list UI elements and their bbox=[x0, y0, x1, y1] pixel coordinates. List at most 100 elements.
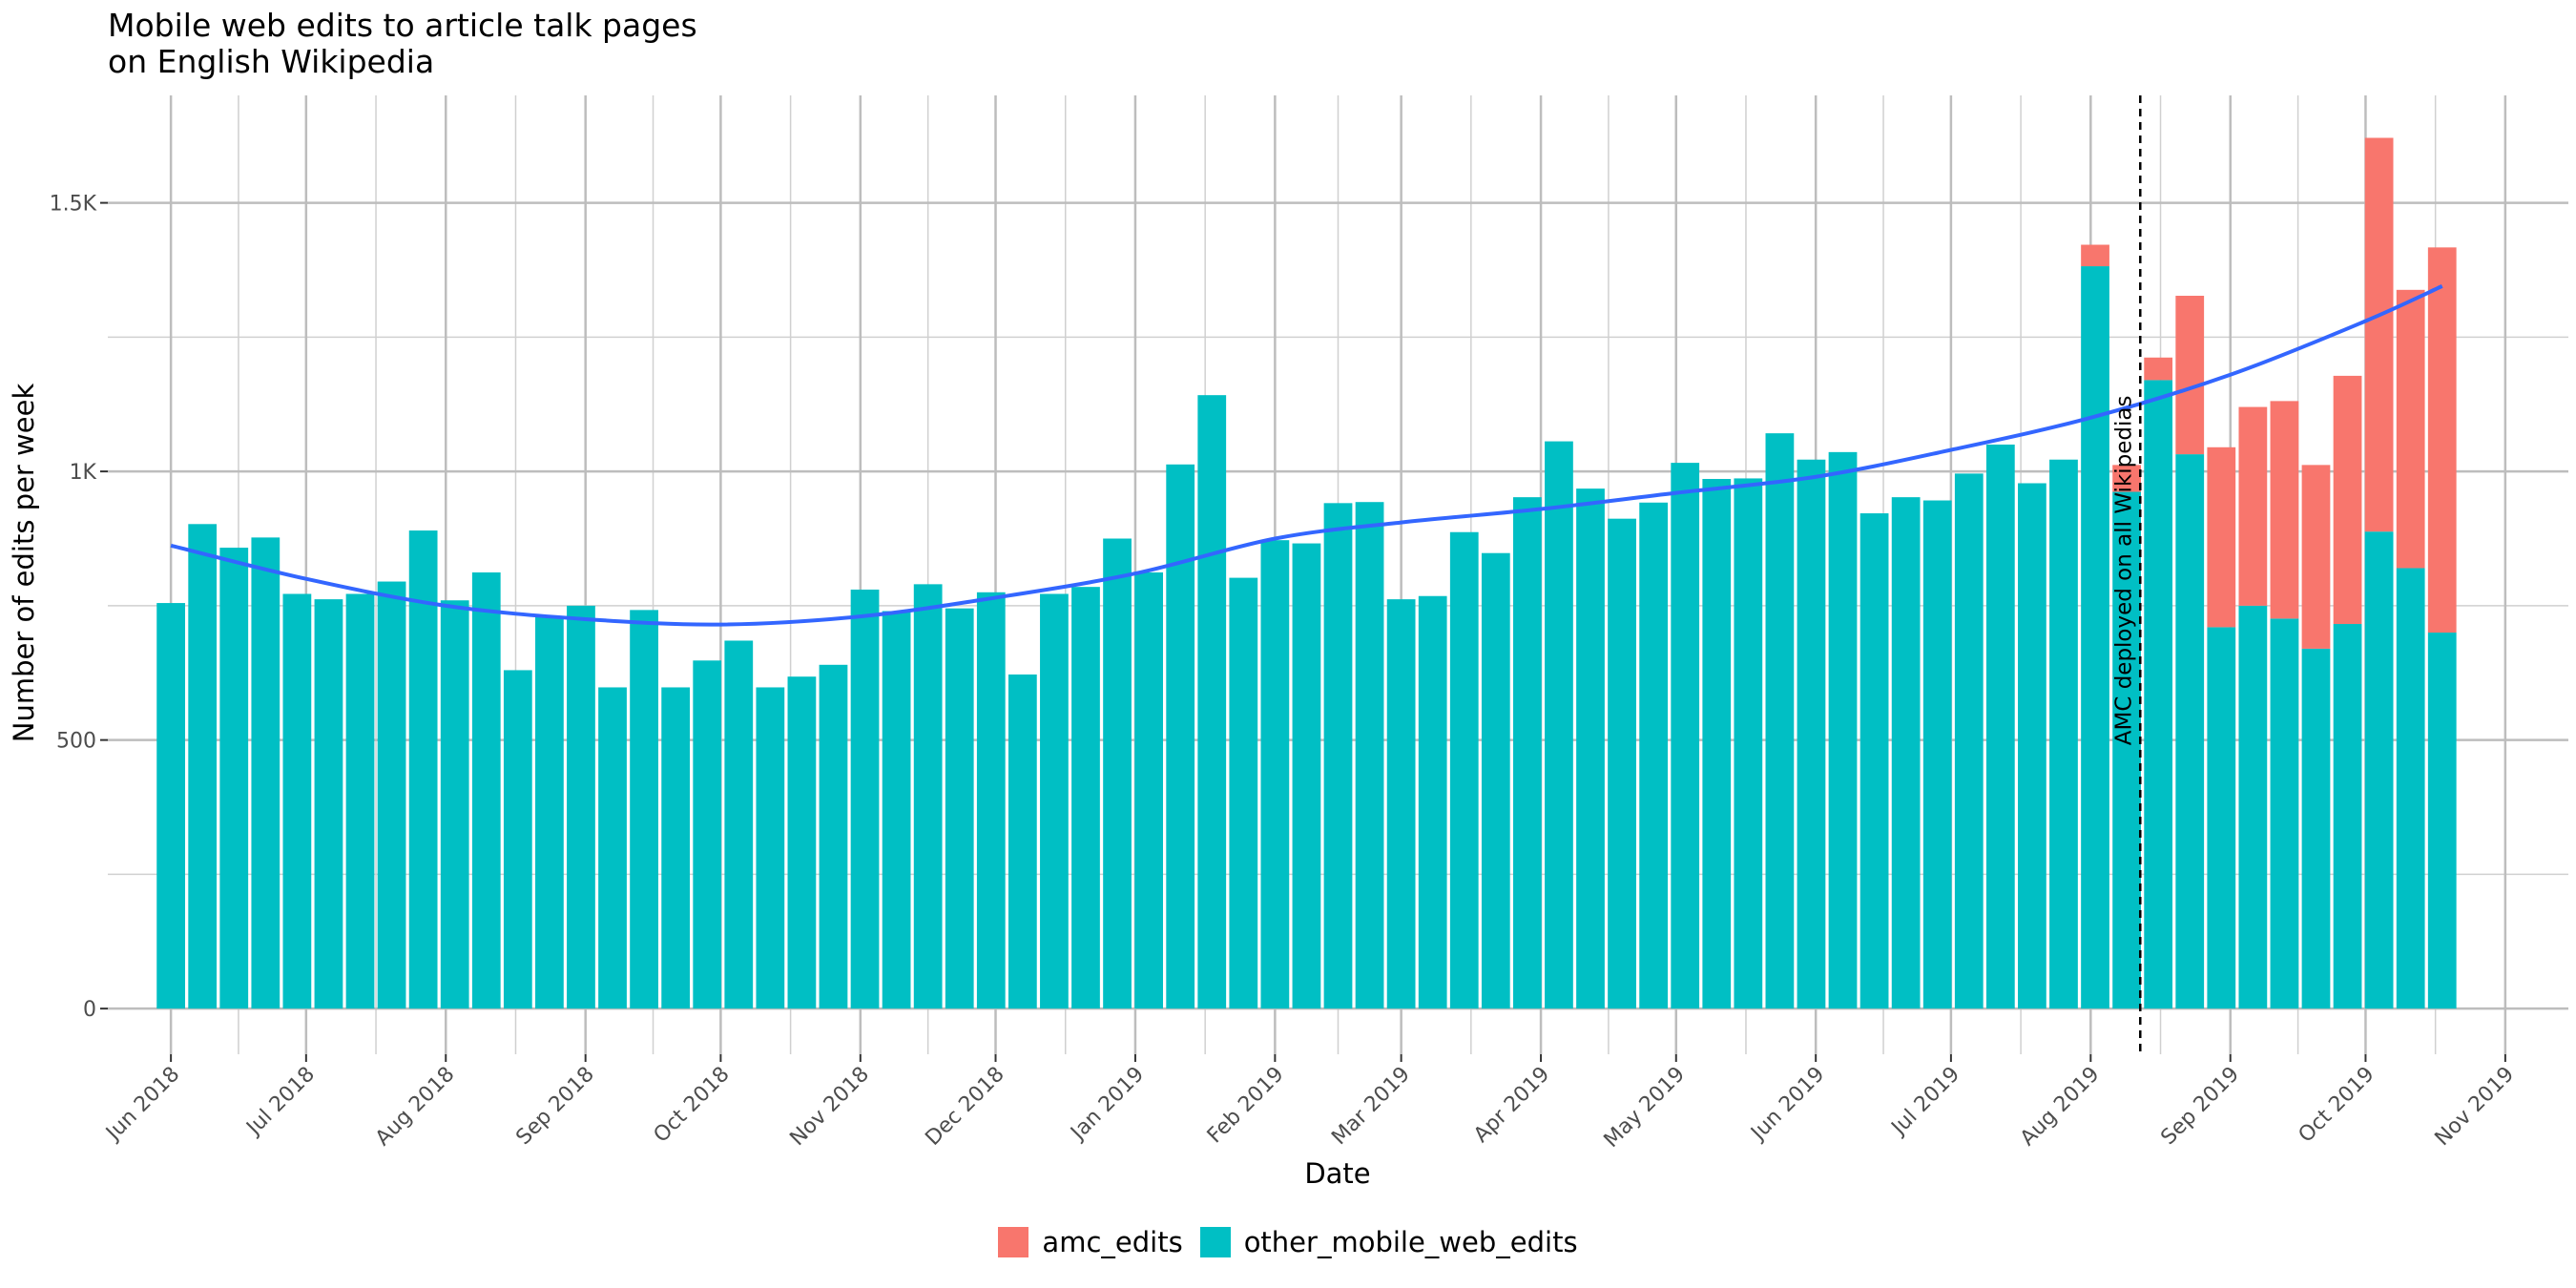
bar-other-mobile-web-edits bbox=[1891, 497, 1921, 1009]
x-tick-label: Jan 2019 bbox=[1066, 1063, 1150, 1147]
bar-other-mobile-web-edits bbox=[1765, 433, 1795, 1009]
bar-other-mobile-web-edits bbox=[1197, 395, 1227, 1009]
x-tick-label: Oct 2019 bbox=[2295, 1063, 2379, 1148]
bar-other-mobile-web-edits bbox=[976, 592, 1006, 1009]
bar-other-mobile-web-edits bbox=[219, 548, 249, 1009]
bar-other-mobile-web-edits bbox=[535, 616, 564, 1009]
bar-amc-edits bbox=[2081, 244, 2109, 267]
bar-other-mobile-web-edits bbox=[1608, 518, 1636, 1009]
x-tick-label: May 2019 bbox=[1600, 1063, 1690, 1153]
x-axis-label: Date bbox=[1304, 1157, 1370, 1190]
bar-other-mobile-web-edits bbox=[2301, 648, 2331, 1009]
legend-item-amc: amc_edits bbox=[998, 1226, 1183, 1258]
bar-other-mobile-web-edits bbox=[251, 537, 280, 1009]
y-tick-label: 500 bbox=[56, 730, 96, 754]
bar-other-mobile-web-edits bbox=[2207, 627, 2236, 1009]
x-tick-label: Aug 2019 bbox=[2016, 1063, 2105, 1152]
annotation-group: AMC deployed on all Wikipedias bbox=[2111, 95, 2142, 1054]
bar-other-mobile-web-edits bbox=[1859, 513, 1889, 1009]
x-tick-label: Feb 2019 bbox=[1203, 1063, 1289, 1149]
bar-other-mobile-web-edits bbox=[471, 571, 501, 1009]
bar-other-mobile-web-edits bbox=[1134, 571, 1163, 1009]
bar-other-mobile-web-edits bbox=[1954, 473, 1984, 1009]
bar-other-mobile-web-edits bbox=[1545, 441, 1573, 1009]
bar-other-mobile-web-edits bbox=[1797, 459, 1826, 1009]
bar-amc-edits bbox=[2144, 357, 2173, 381]
bar-other-mobile-web-edits bbox=[913, 584, 943, 1009]
bar-other-mobile-web-edits bbox=[693, 660, 722, 1009]
bar-other-mobile-web-edits bbox=[314, 599, 343, 1009]
bar-other-mobile-web-edits bbox=[1828, 451, 1858, 1009]
bar-other-mobile-web-edits bbox=[2049, 459, 2078, 1009]
bar-other-mobile-web-edits bbox=[1734, 478, 1763, 1009]
bar-other-mobile-web-edits bbox=[503, 670, 532, 1009]
bar-other-mobile-web-edits bbox=[2175, 454, 2205, 1009]
bar-other-mobile-web-edits bbox=[598, 687, 627, 1009]
bar-other-mobile-web-edits bbox=[377, 581, 406, 1009]
x-tick-label: Jul 2019 bbox=[1886, 1063, 1964, 1141]
bar-other-mobile-web-edits bbox=[156, 603, 186, 1009]
bar-other-mobile-web-edits bbox=[1449, 531, 1479, 1009]
bar-other-mobile-web-edits bbox=[2018, 483, 2046, 1009]
bar-other-mobile-web-edits bbox=[2270, 618, 2299, 1009]
bar-amc-edits bbox=[2112, 465, 2141, 492]
bar-other-mobile-web-edits bbox=[850, 589, 880, 1009]
bar-other-mobile-web-edits bbox=[1418, 595, 1447, 1009]
x-tick-label: Sep 2019 bbox=[2156, 1063, 2244, 1151]
bar-other-mobile-web-edits bbox=[882, 611, 911, 1009]
trend-line bbox=[170, 284, 2443, 627]
bar-other-mobile-web-edits bbox=[1386, 599, 1416, 1009]
bar-other-mobile-web-edits bbox=[1103, 538, 1132, 1009]
bar-other-mobile-web-edits bbox=[1292, 543, 1321, 1009]
trend-line-group bbox=[170, 284, 2443, 627]
bar-amc-edits bbox=[2207, 447, 2236, 628]
y-axis-label: Number of edits per week bbox=[8, 384, 40, 743]
bar-amc-edits bbox=[2175, 296, 2205, 455]
bar-amc-edits bbox=[2333, 375, 2362, 625]
bar-other-mobile-web-edits bbox=[567, 605, 595, 1009]
bar-amc-edits bbox=[2270, 401, 2299, 619]
bar-other-mobile-web-edits bbox=[440, 600, 469, 1009]
y-tick-label: 1K bbox=[70, 461, 97, 485]
bar-other-mobile-web-edits bbox=[1985, 444, 2015, 1009]
bar-amc-edits bbox=[2238, 406, 2268, 606]
bar-other-mobile-web-edits bbox=[756, 687, 785, 1009]
bars bbox=[156, 137, 2457, 1009]
x-tick-label: Mar 2019 bbox=[1327, 1063, 1415, 1151]
chart-title: Mobile web edits to article talk pages o… bbox=[108, 7, 697, 80]
bar-other-mobile-web-edits bbox=[1671, 463, 1700, 1009]
bar-other-mobile-web-edits bbox=[1355, 502, 1384, 1009]
legend: amc_edits other_mobile_web_edits bbox=[0, 1226, 2576, 1258]
bar-other-mobile-web-edits bbox=[819, 664, 848, 1009]
bar-amc-edits bbox=[2427, 247, 2457, 634]
bar-amc-edits bbox=[2396, 289, 2425, 569]
bar-other-mobile-web-edits bbox=[630, 610, 658, 1009]
x-tick-label: Sep 2018 bbox=[511, 1063, 599, 1151]
bar-amc-edits bbox=[2364, 137, 2394, 532]
x-tick-label: Nov 2019 bbox=[2431, 1063, 2520, 1152]
legend-swatch-amc bbox=[998, 1227, 1029, 1257]
legend-label-other: other_mobile_web_edits bbox=[1243, 1226, 1578, 1258]
x-tick-label: Apr 2019 bbox=[1469, 1063, 1554, 1148]
bar-other-mobile-web-edits bbox=[1481, 552, 1510, 1009]
x-tick-label: Nov 2018 bbox=[785, 1063, 874, 1152]
bar-other-mobile-web-edits bbox=[787, 676, 817, 1009]
bar-other-mobile-web-edits bbox=[1260, 540, 1290, 1009]
bar-other-mobile-web-edits bbox=[1702, 479, 1732, 1009]
bar-other-mobile-web-edits bbox=[2144, 380, 2173, 1009]
x-tick-label: Jul 2018 bbox=[241, 1063, 320, 1141]
bar-other-mobile-web-edits bbox=[2427, 633, 2457, 1009]
bar-other-mobile-web-edits bbox=[188, 524, 218, 1009]
bar-other-mobile-web-edits bbox=[1513, 497, 1542, 1009]
bar-other-mobile-web-edits bbox=[724, 640, 754, 1009]
bar-other-mobile-web-edits bbox=[2238, 605, 2268, 1009]
x-tick-label: Oct 2018 bbox=[650, 1063, 735, 1148]
bar-other-mobile-web-edits bbox=[1040, 593, 1069, 1009]
y-tick-label: 0 bbox=[83, 998, 96, 1022]
bar-other-mobile-web-edits bbox=[1639, 502, 1669, 1009]
bar-other-mobile-web-edits bbox=[1922, 500, 1952, 1009]
bar-other-mobile-web-edits bbox=[1323, 503, 1353, 1009]
bar-other-mobile-web-edits bbox=[282, 593, 312, 1009]
bar-other-mobile-web-edits bbox=[2396, 568, 2425, 1009]
